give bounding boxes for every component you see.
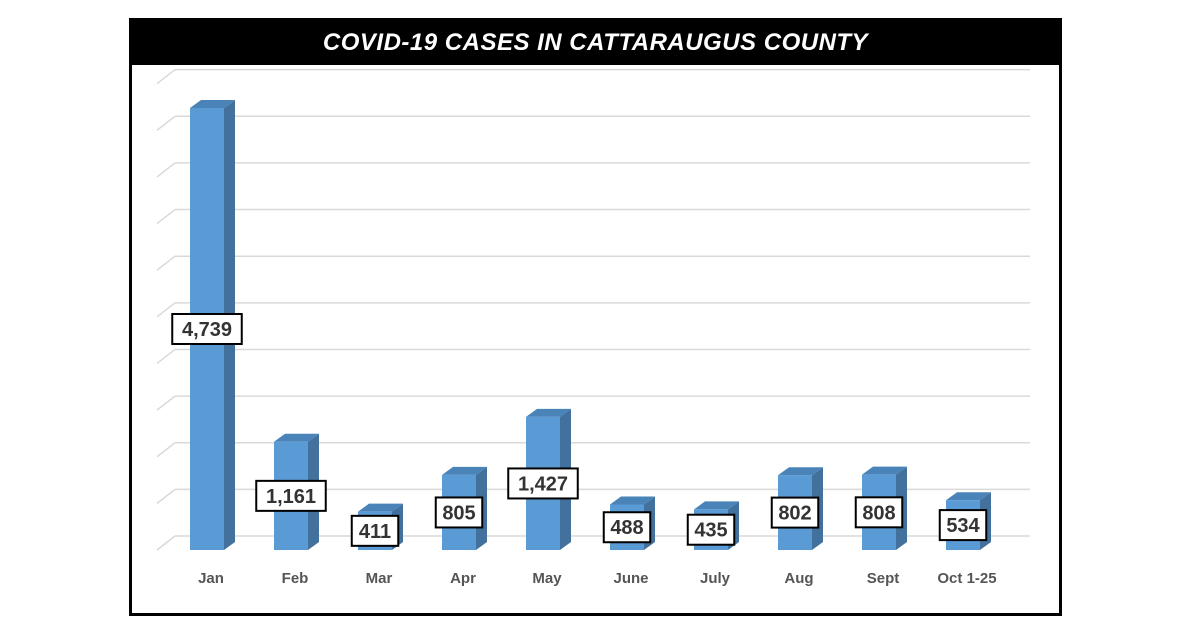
chart-title: COVID-19 CASES IN CATTARAUGUS COUNTY <box>132 21 1059 65</box>
gridline-slant <box>156 395 176 411</box>
bar-top <box>862 466 907 475</box>
data-label: 1,161 <box>266 486 316 508</box>
category-label: Mar <box>366 570 393 587</box>
data-label-box <box>350 514 400 547</box>
data-label: 1,427 <box>518 473 568 495</box>
gridline-slant <box>156 255 176 271</box>
data-label: 802 <box>778 503 811 525</box>
data-label: 411 <box>359 521 391 543</box>
category-label: Sept <box>867 570 900 587</box>
category-label: June <box>613 570 648 587</box>
gridline-slant <box>156 535 176 551</box>
gridline-slant <box>156 348 176 365</box>
data-label: 534 <box>946 515 980 537</box>
bar-top <box>526 408 571 417</box>
data-label: 4,739 <box>182 319 232 341</box>
data-label: 435 <box>694 520 727 542</box>
data-label-box <box>255 479 327 512</box>
category-label: Apr <box>450 570 476 587</box>
bar-top <box>946 492 991 501</box>
data-label-box <box>171 313 243 345</box>
bar-top <box>610 496 655 505</box>
gridline-slant <box>156 442 176 458</box>
gridline-slant <box>156 162 176 178</box>
bar-top <box>190 100 235 108</box>
gridline-slant <box>156 302 176 318</box>
data-label-box <box>854 496 904 529</box>
gridline-slant <box>156 488 176 504</box>
bar-top <box>274 433 319 442</box>
data-label-box <box>602 511 652 544</box>
data-label-box <box>686 513 736 546</box>
data-label: 488 <box>610 517 643 539</box>
bar-top <box>442 466 487 475</box>
data-label-box <box>770 496 820 529</box>
category-label: May <box>532 570 562 587</box>
bar-top <box>694 501 739 510</box>
category-label: Aug <box>784 570 813 587</box>
category-label: Oct 1-25 <box>937 570 996 587</box>
category-label: Jan <box>198 570 224 587</box>
bar-top <box>778 467 823 476</box>
data-label: 808 <box>862 502 895 524</box>
data-label-box <box>938 509 988 542</box>
data-label-box <box>434 496 484 529</box>
data-label-box <box>507 467 579 500</box>
bar-top <box>358 503 403 512</box>
gridline-slant <box>156 115 176 131</box>
gridline-slant <box>156 208 176 225</box>
category-label: Feb <box>282 570 309 587</box>
data-label: 805 <box>442 502 475 524</box>
gridline-slant <box>156 69 176 85</box>
category-label: July <box>700 570 731 587</box>
